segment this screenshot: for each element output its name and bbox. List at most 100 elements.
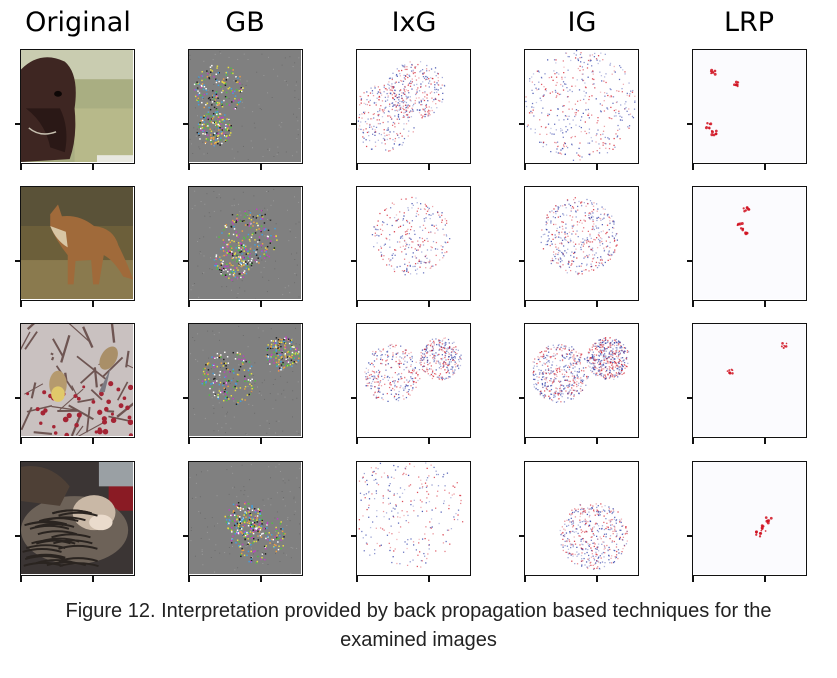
x-axis-tick bbox=[596, 438, 598, 444]
ig-heatmap-cats bbox=[525, 462, 637, 574]
panel-birds-original bbox=[20, 323, 135, 438]
x-axis-tick bbox=[356, 301, 358, 307]
y-axis-tick bbox=[183, 535, 188, 537]
x-axis-tick bbox=[356, 438, 358, 444]
panel-horse-lrp bbox=[692, 49, 807, 164]
ixg-heatmap-cats bbox=[357, 462, 469, 574]
y-axis-tick bbox=[351, 397, 356, 399]
x-axis-tick bbox=[92, 301, 94, 307]
panel-horse-ixg bbox=[356, 49, 471, 164]
horse-photo bbox=[21, 50, 133, 162]
x-axis-tick bbox=[260, 576, 262, 582]
panel-birds-ixg bbox=[356, 323, 471, 438]
x-axis-tick bbox=[596, 301, 598, 307]
panel-cats-lrp bbox=[692, 461, 807, 576]
panel-birds-ig bbox=[524, 323, 639, 438]
y-axis-tick bbox=[15, 123, 20, 125]
panel-horse-ig bbox=[524, 49, 639, 164]
panel-horse-gb bbox=[188, 49, 303, 164]
x-axis-tick bbox=[428, 301, 430, 307]
panel-birds-lrp bbox=[692, 323, 807, 438]
x-axis-tick bbox=[764, 164, 766, 170]
panel-cats-ig bbox=[524, 461, 639, 576]
panel-fox-ig bbox=[524, 186, 639, 301]
column-title-lrp: LRP bbox=[723, 7, 775, 38]
x-axis-tick bbox=[188, 438, 190, 444]
y-axis-tick bbox=[519, 535, 524, 537]
lrp-heatmap-fox bbox=[693, 187, 805, 299]
panel-fox-original bbox=[20, 186, 135, 301]
panel-birds-gb bbox=[188, 323, 303, 438]
y-axis-tick bbox=[519, 397, 524, 399]
x-axis-tick bbox=[692, 301, 694, 307]
x-axis-tick bbox=[20, 576, 22, 582]
gb-heatmap-cats bbox=[189, 462, 301, 574]
ig-heatmap-horse bbox=[525, 50, 637, 162]
x-axis-tick bbox=[524, 164, 526, 170]
column-title-ig: IG bbox=[567, 7, 597, 38]
y-axis-tick bbox=[183, 260, 188, 262]
lrp-heatmap-cats bbox=[693, 462, 805, 574]
lrp-heatmap-birds bbox=[693, 324, 805, 436]
y-axis-tick bbox=[687, 535, 692, 537]
x-axis-tick bbox=[692, 164, 694, 170]
x-axis-tick bbox=[260, 438, 262, 444]
x-axis-tick bbox=[188, 301, 190, 307]
y-axis-tick bbox=[183, 397, 188, 399]
panel-horse-original bbox=[20, 49, 135, 164]
gb-heatmap-birds bbox=[189, 324, 301, 436]
x-axis-tick bbox=[20, 301, 22, 307]
y-axis-tick bbox=[519, 123, 524, 125]
y-axis-tick bbox=[15, 260, 20, 262]
ixg-heatmap-birds bbox=[357, 324, 469, 436]
x-axis-tick bbox=[188, 576, 190, 582]
caption-line-2: examined images bbox=[340, 629, 497, 651]
x-axis-tick bbox=[692, 576, 694, 582]
y-axis-tick bbox=[183, 123, 188, 125]
y-axis-tick bbox=[519, 260, 524, 262]
x-axis-tick bbox=[524, 438, 526, 444]
y-axis-tick bbox=[351, 123, 356, 125]
x-axis-tick bbox=[428, 576, 430, 582]
gb-heatmap-fox bbox=[189, 187, 301, 299]
panel-fox-ixg bbox=[356, 186, 471, 301]
ixg-heatmap-fox bbox=[357, 187, 469, 299]
caption-line-1: Figure 12. Interpretation provided by ba… bbox=[65, 600, 772, 622]
x-axis-tick bbox=[20, 438, 22, 444]
y-axis-tick bbox=[351, 260, 356, 262]
y-axis-tick bbox=[687, 397, 692, 399]
x-axis-tick bbox=[692, 438, 694, 444]
y-axis-tick bbox=[15, 397, 20, 399]
column-title-original: Original bbox=[25, 7, 131, 38]
x-axis-tick bbox=[188, 164, 190, 170]
panel-fox-gb bbox=[188, 186, 303, 301]
x-axis-tick bbox=[764, 576, 766, 582]
panel-cats-original bbox=[20, 461, 135, 576]
x-axis-tick bbox=[764, 301, 766, 307]
x-axis-tick bbox=[92, 164, 94, 170]
column-title-ixg: IxG bbox=[391, 7, 437, 38]
fox-photo bbox=[21, 187, 133, 299]
x-axis-tick bbox=[596, 576, 598, 582]
gb-heatmap-horse bbox=[189, 50, 301, 162]
figure-grid: Original GB IxG IG LRP bbox=[15, 7, 807, 582]
figure-caption: Figure 12. Interpretation provided by ba… bbox=[0, 597, 837, 655]
x-axis-tick bbox=[20, 164, 22, 170]
panel-fox-lrp bbox=[692, 186, 807, 301]
cats-photo bbox=[21, 462, 133, 574]
x-axis-tick bbox=[356, 164, 358, 170]
panel-cats-gb bbox=[188, 461, 303, 576]
x-axis-tick bbox=[92, 438, 94, 444]
x-axis-tick bbox=[764, 438, 766, 444]
x-axis-tick bbox=[428, 164, 430, 170]
x-axis-tick bbox=[524, 576, 526, 582]
lrp-heatmap-horse bbox=[693, 50, 805, 162]
x-axis-tick bbox=[524, 301, 526, 307]
birds-photo bbox=[21, 324, 133, 436]
x-axis-tick bbox=[356, 576, 358, 582]
y-axis-tick bbox=[351, 535, 356, 537]
y-axis-tick bbox=[687, 123, 692, 125]
ig-heatmap-fox bbox=[525, 187, 637, 299]
x-axis-tick bbox=[596, 164, 598, 170]
x-axis-tick bbox=[260, 301, 262, 307]
